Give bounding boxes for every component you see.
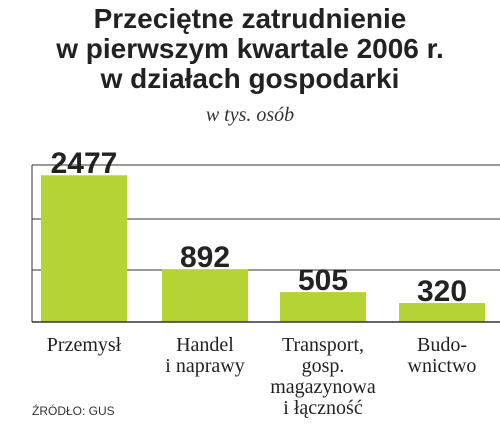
bar — [399, 303, 485, 322]
data-label: 2477 — [51, 147, 118, 180]
source-note: ŹRÓDŁO: GUS — [32, 404, 115, 418]
data-label: 320 — [417, 275, 467, 308]
category-label: Przemysł — [47, 334, 122, 356]
category-label-line: Budo- — [417, 334, 467, 356]
category-label-line: magazynowa — [270, 376, 376, 398]
category-label: Transport, gosp. magazynowa i łączność — [270, 334, 376, 419]
data-label: 892 — [180, 241, 230, 274]
bar — [162, 269, 248, 322]
chart-title-line: Przeciętne zatrudnienie — [93, 3, 407, 34]
data-label: 505 — [298, 264, 348, 297]
bar — [41, 175, 127, 322]
category-label: Handel i naprawy — [165, 334, 244, 377]
category-label-line: i łączność — [283, 397, 363, 419]
category-label-line: wnictwo — [408, 355, 477, 377]
category-label-line: i naprawy — [165, 355, 244, 377]
category-label-line: Handel — [176, 334, 234, 356]
chart-title: Przeciętne zatrudnienie w pierwszym kwar… — [0, 4, 500, 94]
chart-title-line: w działach gospodarki — [100, 63, 400, 94]
category-label-line: gosp. — [302, 355, 345, 377]
chart-title-line: w pierwszym kwartale 2006 r. — [56, 33, 444, 64]
bar — [280, 292, 366, 322]
category-label-line: Przemysł — [47, 334, 122, 356]
category-label-line: Transport, — [282, 334, 364, 356]
category-label: Budo-wnictwo — [408, 334, 477, 377]
chart-subtitle: w tys. osób — [205, 104, 295, 126]
